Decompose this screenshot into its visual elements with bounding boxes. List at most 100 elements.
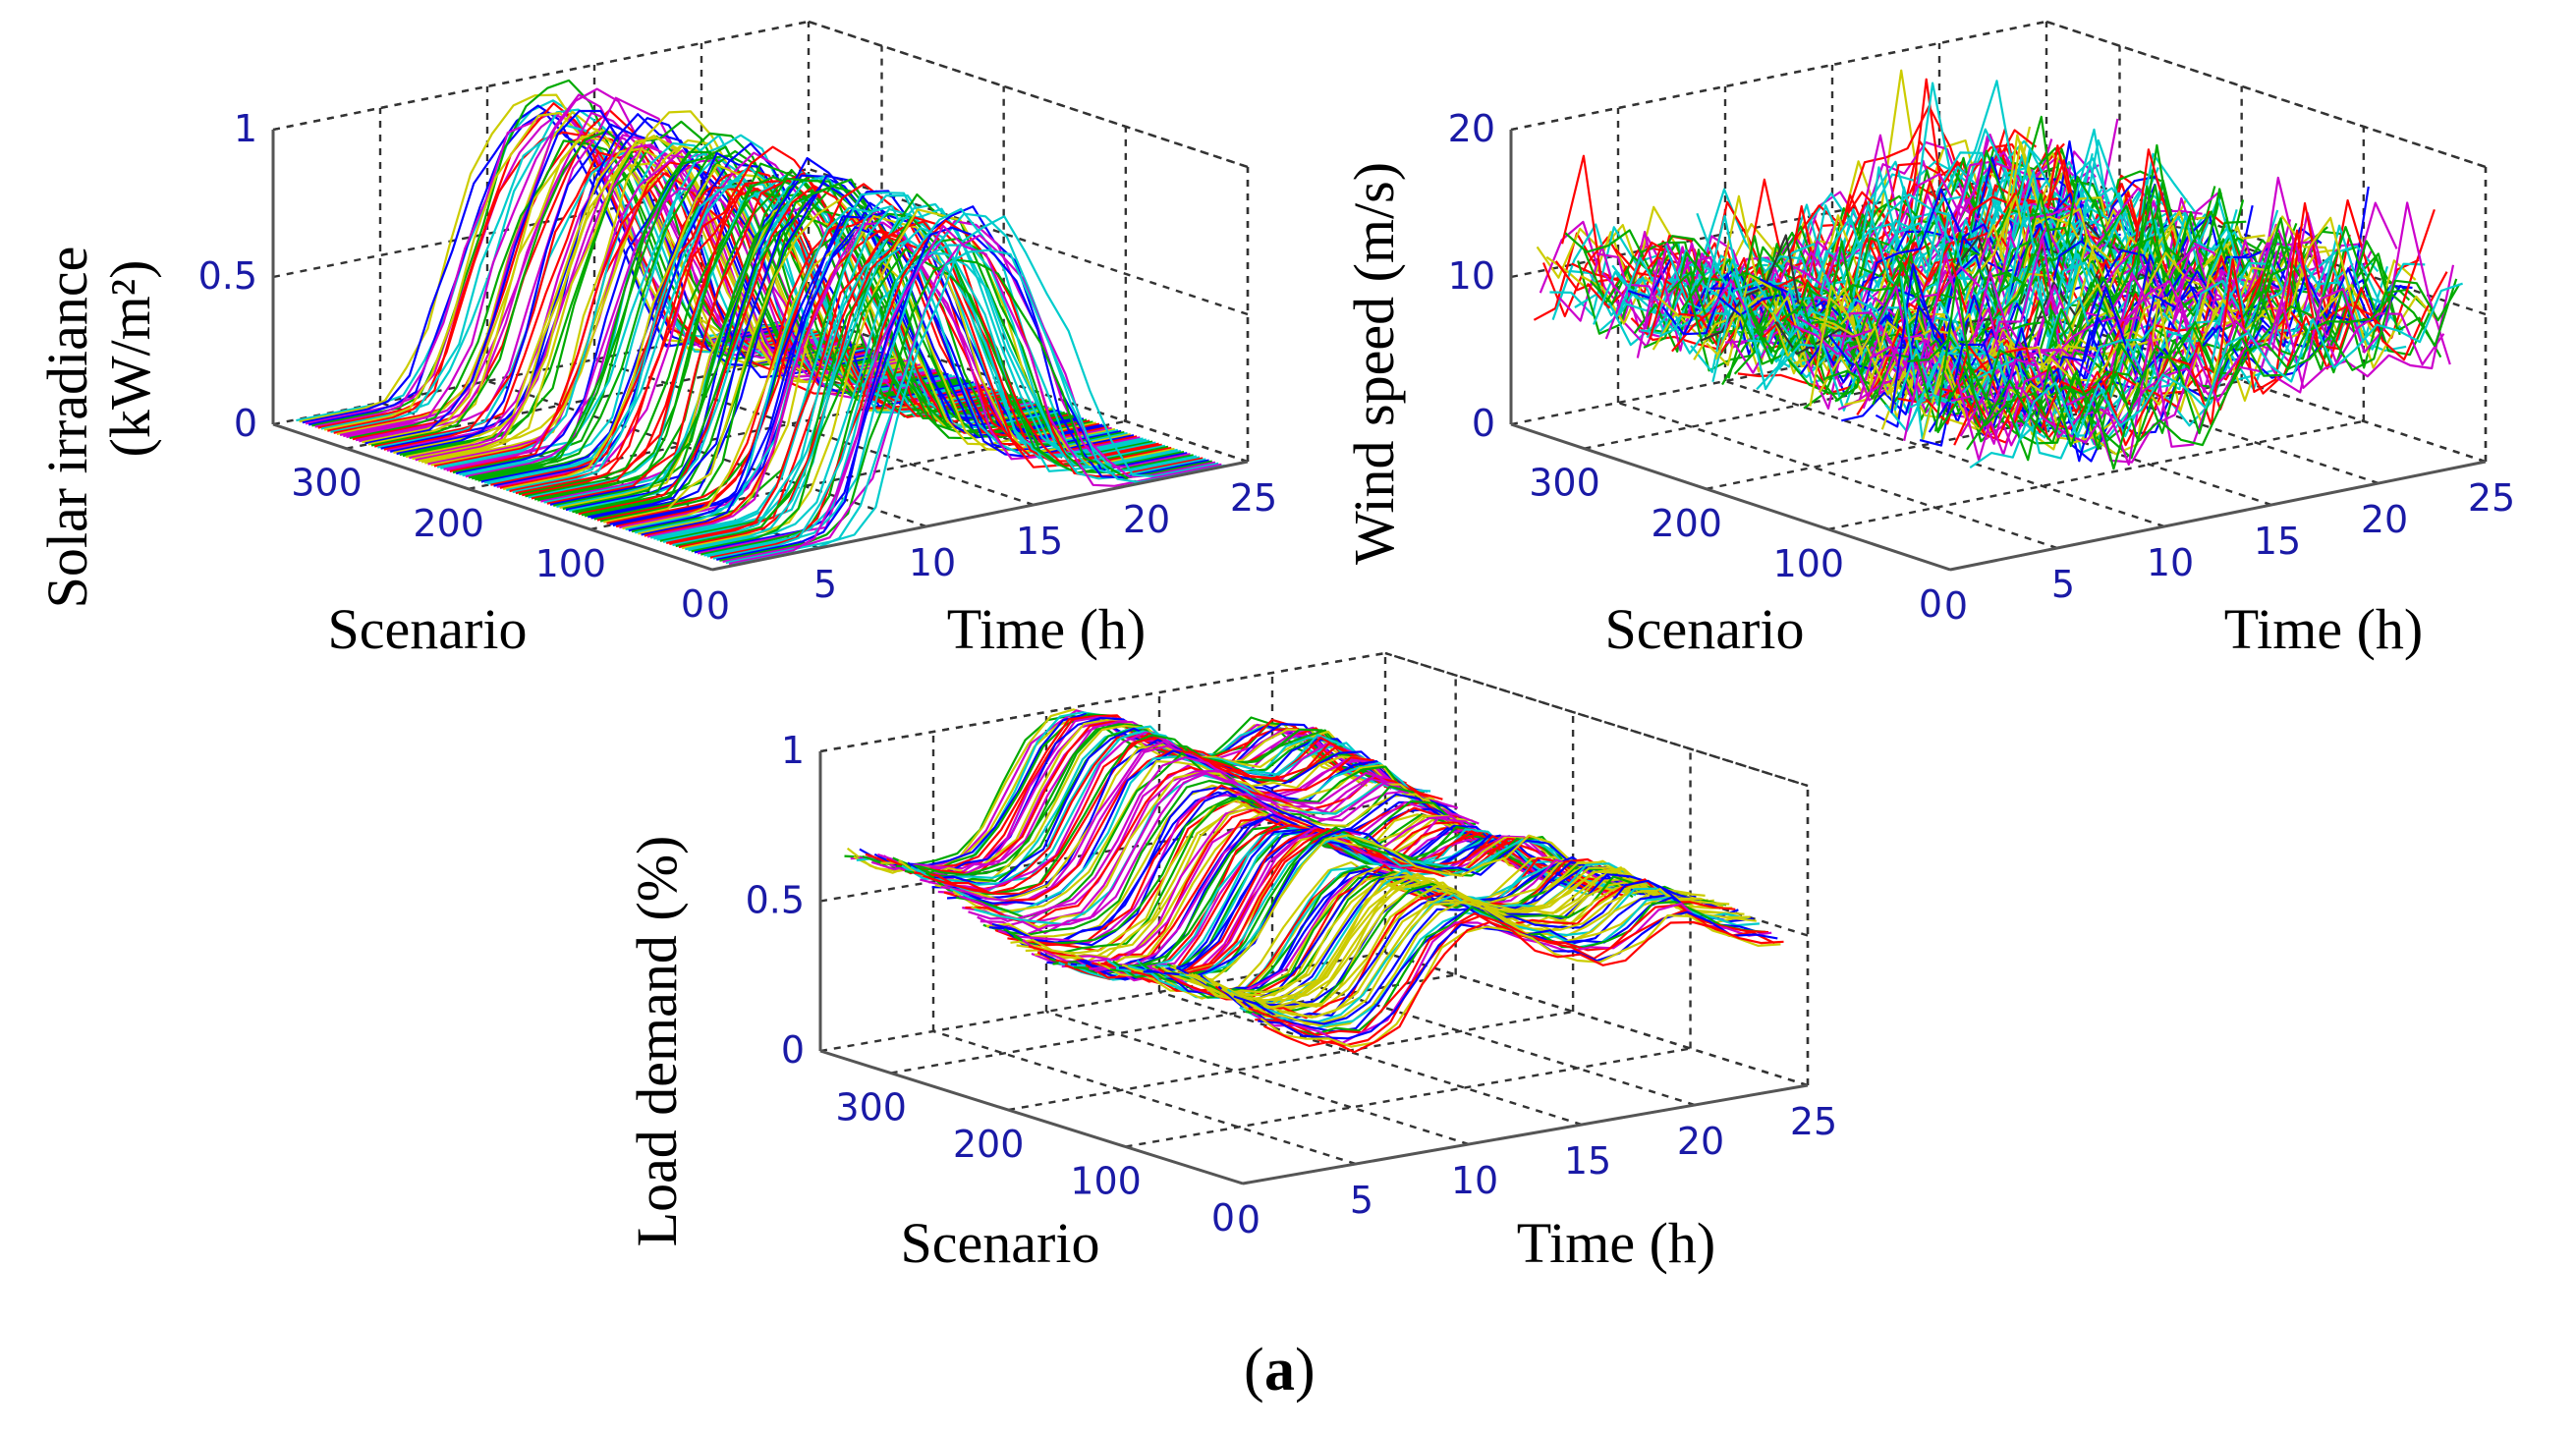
- load-ytick-label: 0: [1211, 1196, 1235, 1240]
- load-scenario-line: [1109, 826, 1631, 978]
- solar-zlabel-line2: (kW/m²): [98, 260, 162, 458]
- load-gridline: [1125, 1047, 1691, 1148]
- wind-scenario-line: [1627, 156, 2121, 345]
- load-scenario-line: [991, 791, 1513, 945]
- solar-irradiance-plot: 0 5 10 15 20 25 0 100 200 300 0 0.5 1 Solar irradian…: [35, 20, 1278, 661]
- wind-ytick-label: 300: [1529, 462, 1600, 505]
- load-xtick-label: 0: [1237, 1198, 1260, 1241]
- load-series: [844, 708, 1784, 1054]
- wind-scenario-line: [1806, 176, 2301, 420]
- solar-gridline: [808, 20, 1249, 169]
- solar-xlabel: Time (h): [947, 597, 1147, 661]
- solar-scenario-line: [593, 178, 1088, 521]
- solar-ytick-label: 200: [413, 502, 484, 545]
- load-xtick-label: 20: [1677, 1120, 1724, 1163]
- load-zlabel: Load demand (%): [625, 836, 689, 1247]
- solar-ticks: 0 5 10 15 20 25 0 100 200 300 0 0.5 1: [198, 107, 1278, 628]
- solar-zlabel-line1: Solar irradiance: [35, 247, 99, 609]
- caption-close-paren: ): [1295, 1337, 1316, 1404]
- load-ztick-label: 0: [781, 1028, 805, 1072]
- solar-gridline: [593, 358, 1035, 507]
- wind-scenario-line: [1969, 282, 2463, 469]
- solar-ylabel: Scenario: [328, 597, 528, 661]
- load-demand-plot: 0 5 10 15 20 25 0 100 200 300 0 0.5 1 Load demand (%…: [625, 651, 1838, 1275]
- load-gridline: [1384, 951, 1809, 1087]
- wind-scenario-line: [1661, 139, 2156, 365]
- load-gridline: [1158, 990, 1583, 1127]
- solar-scenario-line: [685, 226, 1178, 551]
- wind-scenario-line: [1815, 238, 2310, 406]
- solar-ytick-label: 100: [535, 542, 607, 585]
- load-ytick-label: 100: [1070, 1160, 1142, 1203]
- wind-ytick-label: 200: [1651, 502, 1722, 545]
- wind-ytick-label: 0: [1919, 582, 1942, 626]
- wind-scenario-line: [1837, 239, 2332, 427]
- solar-series: [296, 79, 1225, 567]
- wind-gridline: [2045, 20, 2487, 169]
- load-xtick-label: 5: [1350, 1179, 1373, 1222]
- load-scenario-line: [952, 759, 1474, 914]
- wind-xtick-label: 20: [2361, 498, 2408, 541]
- solar-xtick-label: 20: [1123, 498, 1170, 541]
- solar-scenario-line: [578, 185, 1072, 516]
- solar-gridline: [272, 20, 810, 132]
- solar-scenario-line: [725, 215, 1219, 565]
- caption-open-paren: (: [1244, 1337, 1264, 1404]
- wind-xlabel: Time (h): [2224, 597, 2424, 661]
- wind-axis-line: [1510, 422, 1951, 572]
- solar-ztick-label: 0: [234, 402, 257, 445]
- load-axes: [818, 751, 1809, 1185]
- solar-scenario-line: [546, 172, 1040, 505]
- solar-scenario-line: [694, 205, 1188, 554]
- wind-xtick-label: 5: [2051, 563, 2075, 606]
- solar-xtick-label: 0: [706, 584, 730, 628]
- caption-label: a: [1264, 1337, 1295, 1404]
- solar-xtick-label: 5: [813, 563, 837, 606]
- solar-scenario-line: [556, 196, 1050, 508]
- load-axis-line: [1242, 1083, 1809, 1185]
- wind-ytick-label: 100: [1773, 542, 1845, 585]
- solar-ytick-label: 0: [681, 582, 704, 626]
- solar-xtick-label: 15: [1016, 520, 1063, 563]
- wind-scenario-line: [1849, 230, 2344, 412]
- wind-gridline: [1617, 401, 2058, 550]
- wind-scenario-line: [1899, 255, 2395, 445]
- solar-scenario-line: [525, 162, 1019, 498]
- load-scenario-line: [1260, 913, 1781, 1048]
- solar-scenario-line: [700, 237, 1194, 556]
- solar-axes: [271, 130, 1249, 572]
- load-xtick-label: 25: [1790, 1100, 1837, 1143]
- load-xlabel: Time (h): [1517, 1211, 1716, 1275]
- wind-zlabel: Wind speed (m/s): [1342, 162, 1406, 565]
- load-scenario-line: [997, 793, 1519, 944]
- solar-ztick-label: 1: [234, 107, 257, 150]
- wind-scenario-line: [1966, 279, 2461, 451]
- wind-xtick-label: 25: [2468, 476, 2515, 520]
- wind-gridline: [1510, 167, 2047, 279]
- wind-ticks: 0 5 10 15 20 25 0 100 200 300 0 10 20: [1448, 107, 2516, 628]
- wind-ztick-label: 0: [1472, 402, 1495, 445]
- load-ticks: 0 5 10 15 20 25 0 100 200 300 0 0.5 1: [746, 729, 1838, 1241]
- solar-gridline: [808, 20, 1249, 169]
- load-gridline: [1045, 1010, 1470, 1146]
- load-scenario-line: [1118, 828, 1640, 981]
- wind-ylabel: Scenario: [1605, 597, 1805, 661]
- solar-scenario-line: [649, 194, 1144, 539]
- solar-scenario-line: [430, 138, 924, 467]
- load-ylabel: Scenario: [901, 1211, 1100, 1275]
- wind-ztick-label: 10: [1448, 254, 1495, 298]
- solar-scenario-line: [728, 224, 1222, 566]
- wind-series: [1533, 69, 2463, 470]
- solar-scenario-line: [641, 226, 1135, 536]
- wind-gridline: [1510, 20, 2047, 132]
- load-axis-line: [819, 1049, 1244, 1185]
- wind-ztick-label: 20: [1448, 107, 1495, 150]
- solar-axis-line: [272, 422, 713, 572]
- wind-scenario-line: [1664, 128, 2159, 353]
- wind-axis-line: [1949, 460, 2487, 572]
- solar-scenario-line: [506, 183, 999, 492]
- wind-scenario-line: [1907, 252, 2401, 448]
- solar-scenario-line: [480, 151, 975, 483]
- wind-gridline: [1510, 20, 2047, 132]
- wind-scenario-line: [1821, 231, 2317, 417]
